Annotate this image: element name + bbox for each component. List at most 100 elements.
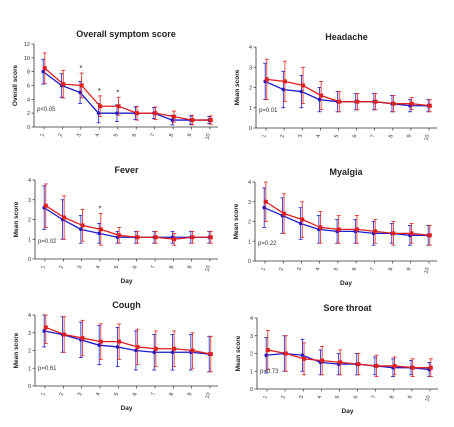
y-tick-label: 4 (28, 313, 31, 319)
x-tick-label: 10 (424, 267, 431, 274)
x-tick-label: 3 (77, 392, 84, 397)
x-tick-label: 3 (299, 395, 306, 400)
p-value-label: p=0.02 (38, 239, 57, 245)
x-tick-label: 5 (333, 267, 340, 272)
x-tick-label: 4 (95, 265, 102, 270)
data-point (410, 365, 415, 370)
x-tick-label: 4 (316, 134, 323, 139)
x-tick-label: 7 (150, 265, 157, 270)
x-tick-label: 5 (335, 395, 342, 400)
x-tick-label: 3 (77, 265, 84, 270)
x-tick-label: 2 (280, 395, 287, 400)
data-point (263, 199, 268, 204)
data-point (43, 203, 48, 208)
y-tick-label: 1 (28, 237, 31, 243)
x-tick-label: 1 (260, 267, 267, 272)
x-tick-label: 6 (132, 392, 139, 397)
y-tick-label: 6 (27, 84, 30, 90)
significance-marker: * (98, 205, 101, 214)
x-tick-label: 6 (351, 267, 358, 272)
series-line-1 (44, 330, 210, 355)
y-tick-label: 1 (250, 369, 253, 375)
x-tick-label: 8 (388, 134, 395, 139)
series-line-1 (43, 207, 210, 238)
x-tick-label: 2 (58, 133, 65, 138)
x-tick-label: 4 (95, 133, 102, 138)
y-tick-label: 3 (28, 198, 31, 204)
data-point (317, 97, 322, 102)
data-point (336, 227, 341, 232)
x-axis-label: Day (121, 278, 133, 285)
series-line-2 (45, 326, 211, 355)
x-tick-label: 10 (205, 133, 212, 140)
x-tick-label: 5 (113, 133, 120, 138)
data-point (300, 217, 305, 222)
x-tick-label: 4 (317, 395, 324, 400)
data-point (152, 350, 156, 355)
series-line-1 (42, 71, 210, 121)
x-tick-label: 7 (371, 395, 378, 400)
data-point (171, 114, 176, 119)
x-tick-label: 2 (59, 392, 66, 397)
data-point (208, 235, 213, 240)
data-point (208, 118, 213, 123)
chart-panel-3: 0 1 2 3 4 1 2 3 4 5 6 7 8 9 10 Fever Mean score Day * p=0.0… (13, 165, 218, 285)
data-point (337, 99, 342, 104)
data-point (373, 229, 378, 234)
data-point (427, 233, 432, 238)
x-tick-label: 10 (205, 392, 212, 399)
p-value-label: p=0.73 (260, 369, 279, 375)
y-tick-label: 4 (27, 97, 30, 103)
data-point (135, 111, 140, 116)
x-tick-label: 4 (315, 267, 322, 272)
y-tick-label: 2 (249, 86, 252, 92)
y-tick-label: 3 (250, 334, 253, 340)
y-tick-label: 4 (248, 180, 251, 186)
y-tick-label: 0 (27, 125, 30, 131)
data-point (373, 99, 378, 104)
series-line-2 (266, 78, 430, 107)
data-point (135, 235, 140, 240)
x-tick-label: 8 (389, 395, 396, 400)
p-value-label: p=0.61 (38, 366, 57, 372)
y-tick-label: 4 (249, 45, 252, 51)
data-point (190, 118, 195, 123)
data-point (262, 205, 267, 210)
data-point (153, 111, 158, 116)
data-point (208, 352, 213, 357)
x-tick-label: 9 (187, 265, 194, 270)
data-point (170, 350, 175, 355)
y-tick-label: 3 (28, 331, 31, 337)
y-tick-label: 2 (250, 352, 253, 358)
y-axis-label: Mean score (234, 69, 241, 105)
y-axis-label: Mean score (233, 203, 240, 239)
y-tick-label: 2 (28, 218, 31, 224)
data-point (427, 103, 432, 108)
x-tick-label: 5 (114, 265, 121, 270)
x-tick-label: 1 (40, 392, 47, 397)
data-point (62, 332, 67, 337)
data-point (79, 227, 83, 232)
p-value-label: p=0.01 (259, 108, 278, 114)
x-tick-label: 7 (370, 267, 377, 272)
x-tick-label: 3 (298, 134, 305, 139)
data-point (61, 82, 66, 87)
chart-panel-6: 0 1 2 3 4 1 2 3 4 5 6 7 8 9 10 Sore throat Mean score Day… (235, 303, 438, 415)
series-line-2 (44, 67, 211, 121)
data-point (41, 69, 45, 74)
data-point (409, 101, 414, 106)
x-tick-label: 10 (424, 134, 431, 141)
x-axis-label: Day (121, 405, 133, 412)
x-tick-label: 3 (76, 133, 83, 138)
data-point (98, 227, 103, 232)
x-tick-label: 6 (132, 265, 139, 270)
y-tick-label: 0 (28, 257, 31, 263)
y-tick-label: 1 (249, 106, 252, 112)
y-tick-label: 2 (28, 349, 31, 355)
y-axis-label: Overall score (12, 65, 19, 107)
data-point (98, 104, 103, 109)
x-tick-label: 3 (297, 267, 304, 272)
x-tick-label: 1 (40, 265, 47, 270)
y-tick-label: 3 (248, 200, 251, 206)
x-tick-label: 5 (334, 134, 341, 139)
